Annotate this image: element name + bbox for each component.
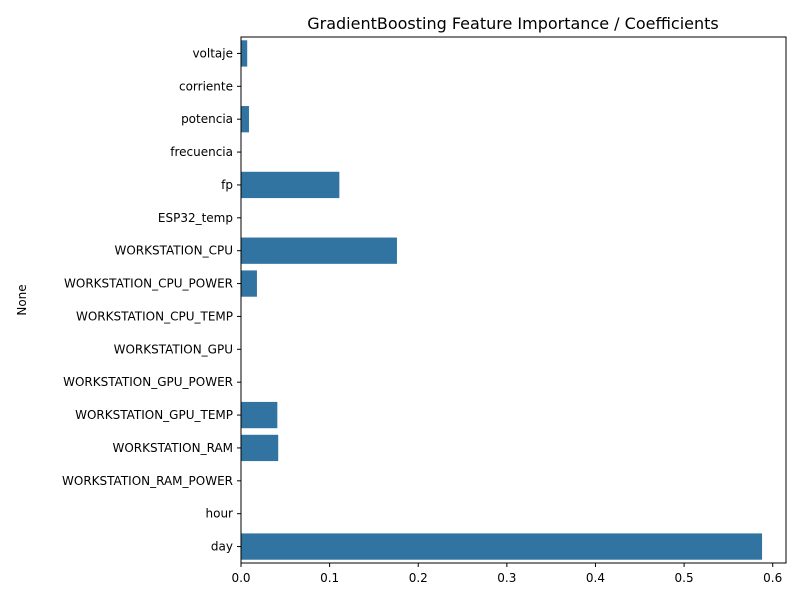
y-tick-label: frecuencia (170, 145, 233, 159)
y-tick-label: potencia (181, 112, 233, 126)
bar-workstation_gpu_temp (241, 401, 278, 429)
plot-frame (240, 36, 787, 564)
y-tick-label: voltaje (192, 46, 233, 60)
chart-title: GradientBoosting Feature Importance / Co… (307, 14, 719, 33)
y-tick-label: hour (206, 507, 234, 521)
y-tick-label: corriente (179, 79, 233, 93)
y-tick-label: day (211, 540, 233, 554)
x-tick-label: 0.1 (320, 571, 339, 585)
y-axis-label: None (15, 284, 29, 315)
bar-workstation_ram (241, 434, 279, 462)
y-tick-label: WORKSTATION_RAM (112, 441, 233, 455)
y-tick-label: WORKSTATION_GPU_TEMP (75, 408, 233, 422)
bar-workstation_cpu (241, 237, 397, 264)
x-tick-label: 0.4 (586, 571, 605, 585)
x-tick-label: 0.6 (763, 571, 782, 585)
y-tick-label: WORKSTATION_CPU_POWER (64, 277, 233, 291)
y-tick-label: WORKSTATION_GPU_POWER (63, 375, 233, 389)
y-tick-label: WORKSTATION_GPU (114, 342, 233, 356)
bar-day (241, 533, 763, 560)
x-tick-label: 0.2 (409, 571, 428, 585)
y-tick-label: ESP32_temp (158, 211, 233, 225)
bar-voltaje (241, 40, 248, 67)
bar-potencia (241, 106, 249, 133)
bars-group (241, 40, 763, 560)
y-tick-label: WORKSTATION_CPU (115, 244, 234, 258)
y-tick-label: fp (221, 178, 233, 192)
bar-workstation_cpu_power (241, 270, 257, 297)
x-tick-label: 0.5 (675, 571, 694, 585)
y-tick-label: WORKSTATION_CPU_TEMP (76, 309, 233, 323)
y-tick-label: WORKSTATION_RAM_POWER (62, 474, 233, 488)
x-tick-label: 0.0 (231, 571, 250, 585)
bar-fp (241, 171, 340, 199)
x-axis-ticks: 0.0 0.1 0.2 0.3 0.4 0.5 0.6 (231, 563, 782, 585)
x-tick-label: 0.3 (497, 571, 516, 585)
y-axis-ticks: voltaje corriente potencia frecuencia fp ESP3… (62, 46, 241, 554)
